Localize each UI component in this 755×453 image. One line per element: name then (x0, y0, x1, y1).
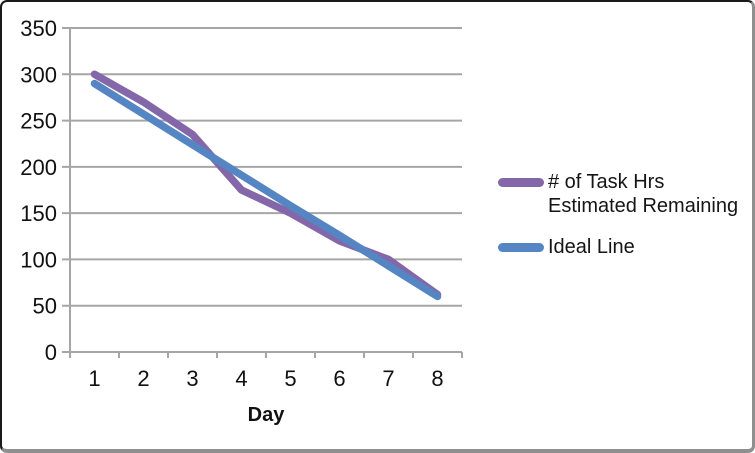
data-series (90, 70, 442, 301)
y-tick-label-0: 0 (45, 340, 57, 365)
legend-label-task-hrs-line1: # of Task Hrs (548, 171, 665, 193)
y-tick-label-250: 250 (20, 109, 57, 134)
x-tick-label-2: 2 (137, 366, 149, 391)
y-tick-label-300: 300 (20, 62, 57, 87)
legend-label-task-hrs-line2: Estimated Remaining (548, 195, 739, 217)
y-tick-label-200: 200 (20, 155, 57, 180)
ideal-line-swatch-icon (498, 243, 544, 252)
x-tick-label-3: 3 (186, 366, 198, 391)
axis-tick-labels: 0 50 100 150 200 250 300 350 1 2 3 4 5 6 7 8 (20, 16, 443, 391)
x-tick-label-8: 8 (431, 366, 443, 391)
gridlines (62, 27, 462, 353)
x-tick-label-6: 6 (333, 366, 345, 391)
x-tick-label-7: 7 (382, 366, 394, 391)
series-line-task-hrs (90, 70, 442, 299)
y-tick-label-50: 50 (33, 294, 57, 319)
y-tick-label-350: 350 (20, 16, 57, 41)
legend: # of Task Hrs Estimated Remaining Ideal … (498, 170, 750, 259)
legend-label-ideal-line: Ideal Line (548, 236, 635, 258)
axes (69, 28, 463, 358)
y-tick-label-100: 100 (20, 247, 57, 272)
x-tick-label-5: 5 (284, 366, 296, 391)
series-line-ideal (90, 79, 442, 301)
legend-item-ideal-line: Ideal Line (498, 235, 750, 259)
y-tick-label-150: 150 (20, 201, 57, 226)
task-hrs-line-swatch-icon (498, 178, 544, 187)
x-axis-title: Day (248, 404, 286, 426)
x-tick-label-4: 4 (235, 366, 247, 391)
legend-item-task-hrs: # of Task Hrs Estimated Remaining (498, 170, 750, 218)
x-tick-label-1: 1 (88, 366, 100, 391)
